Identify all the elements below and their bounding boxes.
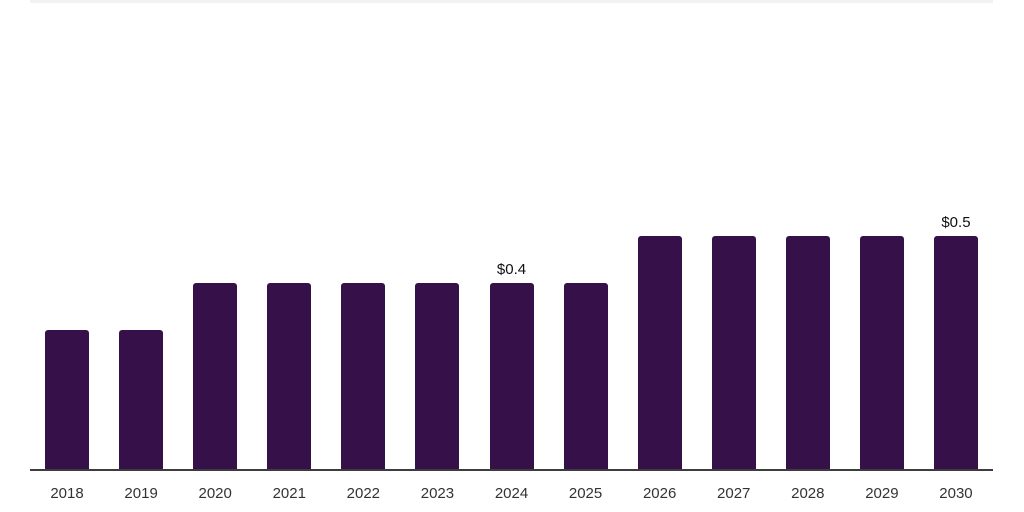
x-tick-2021: 2021 <box>272 485 306 502</box>
bar-2023 <box>415 283 460 470</box>
bar-2026 <box>637 236 682 470</box>
bar-2018 <box>45 330 90 470</box>
bar-2022 <box>341 283 386 470</box>
bar-2020 <box>193 283 238 470</box>
x-tick-2025: 2025 <box>568 485 603 502</box>
bar-2024 <box>489 283 534 470</box>
x-tick-2029: 2029 <box>865 485 899 502</box>
bar-2028 <box>785 236 830 470</box>
x-tick-2027: 2027 <box>717 485 751 502</box>
bar-2029 <box>859 236 904 470</box>
bar-2021 <box>267 283 312 470</box>
x-tick-2018: 2018 <box>50 485 84 502</box>
x-tick-2028: 2028 <box>791 485 825 502</box>
x-tick-2024: 2024 <box>494 485 529 502</box>
bar-2019 <box>119 330 164 470</box>
x-tick-2023: 2023 <box>420 485 455 502</box>
bar-2025 <box>563 283 608 470</box>
x-tick-2030: 2030 <box>939 485 973 502</box>
top-border-line <box>30 0 993 3</box>
bar-2030 <box>933 236 978 470</box>
data-label-2024: $0.4 <box>496 261 527 278</box>
x-tick-2022: 2022 <box>346 485 381 502</box>
x-tick-2020: 2020 <box>198 485 232 502</box>
x-tick-2026: 2026 <box>642 485 677 502</box>
bar-2027 <box>711 236 756 470</box>
x-tick-2019: 2019 <box>124 485 158 502</box>
data-label-2030: $0.5 <box>941 214 971 231</box>
x-axis-line <box>30 469 993 471</box>
